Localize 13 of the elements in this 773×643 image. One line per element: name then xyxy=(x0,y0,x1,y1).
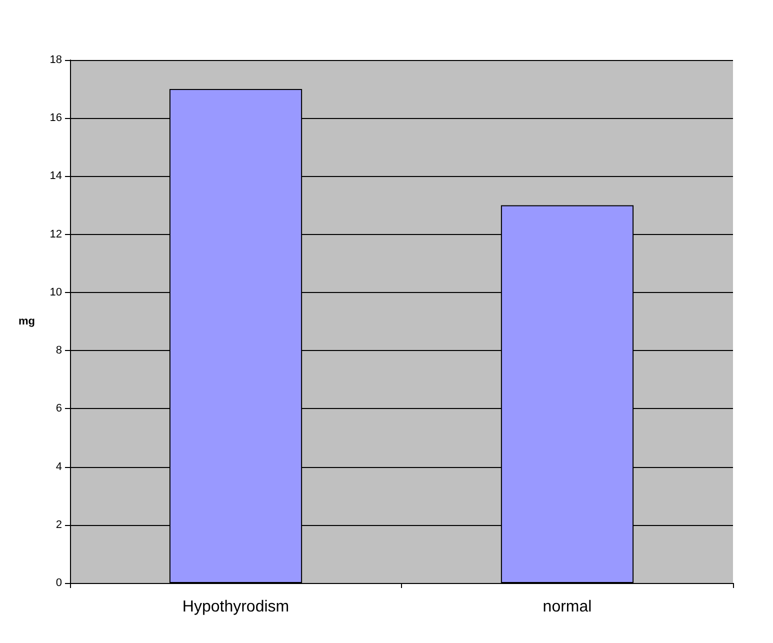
y-tick-label: 10 xyxy=(50,286,62,298)
x-tick-label: normal xyxy=(542,598,592,616)
y-tick-label: 18 xyxy=(50,54,62,66)
y-tick-label: 4 xyxy=(56,460,62,473)
y-tick-label: 0 xyxy=(56,577,62,589)
y-tick-label: 8 xyxy=(56,344,62,357)
y-tick-label: 14 xyxy=(50,170,62,182)
y-tick-label: 6 xyxy=(56,402,62,415)
y-axis-title: mg xyxy=(18,316,35,328)
y-tick-label: 16 xyxy=(50,112,62,124)
y-tick-label: 2 xyxy=(56,518,62,531)
x-tick-label: Hypothyrodism xyxy=(182,598,290,616)
y-tick-label: 12 xyxy=(50,228,62,240)
